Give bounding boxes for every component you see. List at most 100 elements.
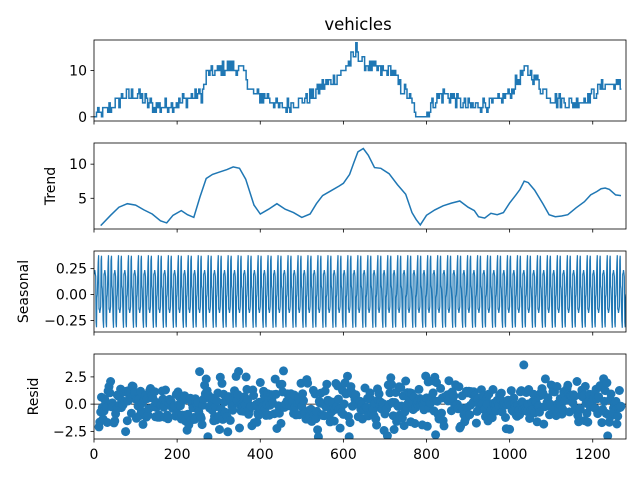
resid-point	[612, 419, 622, 429]
resid-point	[428, 388, 438, 398]
resid-point	[614, 386, 624, 395]
resid-point	[150, 387, 160, 397]
resid-point	[252, 417, 262, 427]
resid-point	[552, 382, 562, 391]
trend-line	[100, 147, 622, 227]
resid-point	[436, 383, 446, 393]
y-tick-label: −0.25	[44, 314, 87, 330]
resid-point	[439, 421, 449, 431]
resid-point	[563, 380, 573, 390]
resid-point	[195, 367, 205, 377]
y-tick-label: 2.5	[65, 370, 87, 386]
resid-point	[496, 388, 506, 398]
resid-point	[105, 388, 115, 398]
axes-frame	[93, 353, 627, 440]
x-tick-label: 200	[164, 447, 191, 463]
resid-point	[241, 372, 251, 382]
resid-point	[575, 404, 585, 414]
resid-point	[602, 378, 612, 388]
resid-point	[374, 389, 384, 399]
observed-line	[94, 42, 622, 118]
y-tick-label: −2.5	[53, 424, 87, 440]
resid-point	[613, 411, 623, 421]
series-observed	[94, 42, 622, 118]
y-tick-label: 0	[78, 110, 87, 126]
resid-point	[110, 416, 120, 426]
resid-point	[235, 423, 244, 433]
resid-point	[382, 431, 392, 439]
resid-point	[597, 418, 607, 428]
resid-point	[570, 391, 579, 401]
resid-point	[255, 378, 265, 387]
resid-point	[313, 432, 323, 439]
resid-point	[122, 416, 132, 426]
y-tick-label: 5	[78, 191, 87, 207]
resid-point	[313, 425, 323, 435]
resid-point	[320, 386, 330, 396]
series-seasonal	[94, 255, 626, 328]
y-axis-label: Resid	[26, 378, 42, 416]
resid-point	[506, 386, 516, 396]
resid-point	[583, 417, 593, 427]
resid-point	[488, 385, 498, 394]
seasonal-line	[94, 255, 626, 328]
resid-point	[298, 389, 308, 399]
axes-frame	[93, 142, 627, 230]
resid-point	[540, 374, 550, 384]
resid-point	[299, 396, 308, 406]
resid-point	[277, 379, 287, 389]
resid-point	[422, 421, 432, 431]
resid-point	[343, 371, 352, 381]
resid-point	[437, 408, 446, 418]
resid-point	[387, 380, 397, 390]
resid-point	[215, 425, 224, 434]
series-trend	[100, 147, 622, 227]
x-tick-label: 0	[90, 447, 99, 463]
axes-frame	[93, 39, 627, 122]
resid-point	[414, 384, 424, 394]
resid-point	[322, 379, 332, 389]
resid-point	[501, 413, 510, 422]
resid-point	[249, 391, 259, 400]
resid-point	[603, 431, 613, 439]
resid-point	[431, 430, 441, 439]
panel-seasonal: −0.25 0.00 0.25 Seasonal	[16, 250, 627, 336]
resid-point	[276, 418, 286, 428]
x-tick-label: 400	[247, 447, 274, 463]
resid-point	[121, 427, 131, 437]
resid-point	[197, 420, 207, 430]
axes-frame	[93, 250, 627, 333]
resid-point	[225, 415, 235, 425]
resid-point	[106, 377, 116, 386]
resid-point	[401, 376, 411, 386]
resid-point	[539, 419, 549, 429]
resid-point	[616, 401, 626, 411]
resid-point	[279, 366, 288, 376]
panel-observed: 0 10	[69, 39, 627, 126]
resid-point	[444, 376, 454, 386]
series-resid	[94, 360, 626, 439]
resid-point	[454, 382, 464, 392]
y-tick-label: 0.00	[56, 288, 87, 304]
y-axis-label: Seasonal	[16, 260, 32, 323]
panel-trend: 5 10 Trend	[43, 142, 627, 233]
panel-resid: −2.5 0.0 2.5 0 200 400 600 800 1000 1200 Resid	[26, 353, 627, 463]
x-tick-label: 800	[413, 447, 440, 463]
resid-point	[161, 385, 170, 395]
resid-point	[228, 405, 238, 415]
resid-point	[505, 424, 515, 434]
resid-point	[519, 360, 529, 370]
resid-point	[217, 378, 227, 388]
resid-point	[386, 373, 396, 383]
resid-point	[449, 391, 459, 401]
resid-point	[339, 399, 349, 409]
y-tick-label: 0.25	[56, 262, 87, 278]
resid-point	[372, 420, 382, 430]
x-tick-label: 1000	[492, 447, 528, 463]
resid-point	[203, 432, 213, 439]
resid-point	[572, 377, 582, 386]
resid-point	[303, 378, 313, 388]
resid-point	[201, 374, 211, 384]
y-tick-label: 0.0	[65, 397, 87, 413]
